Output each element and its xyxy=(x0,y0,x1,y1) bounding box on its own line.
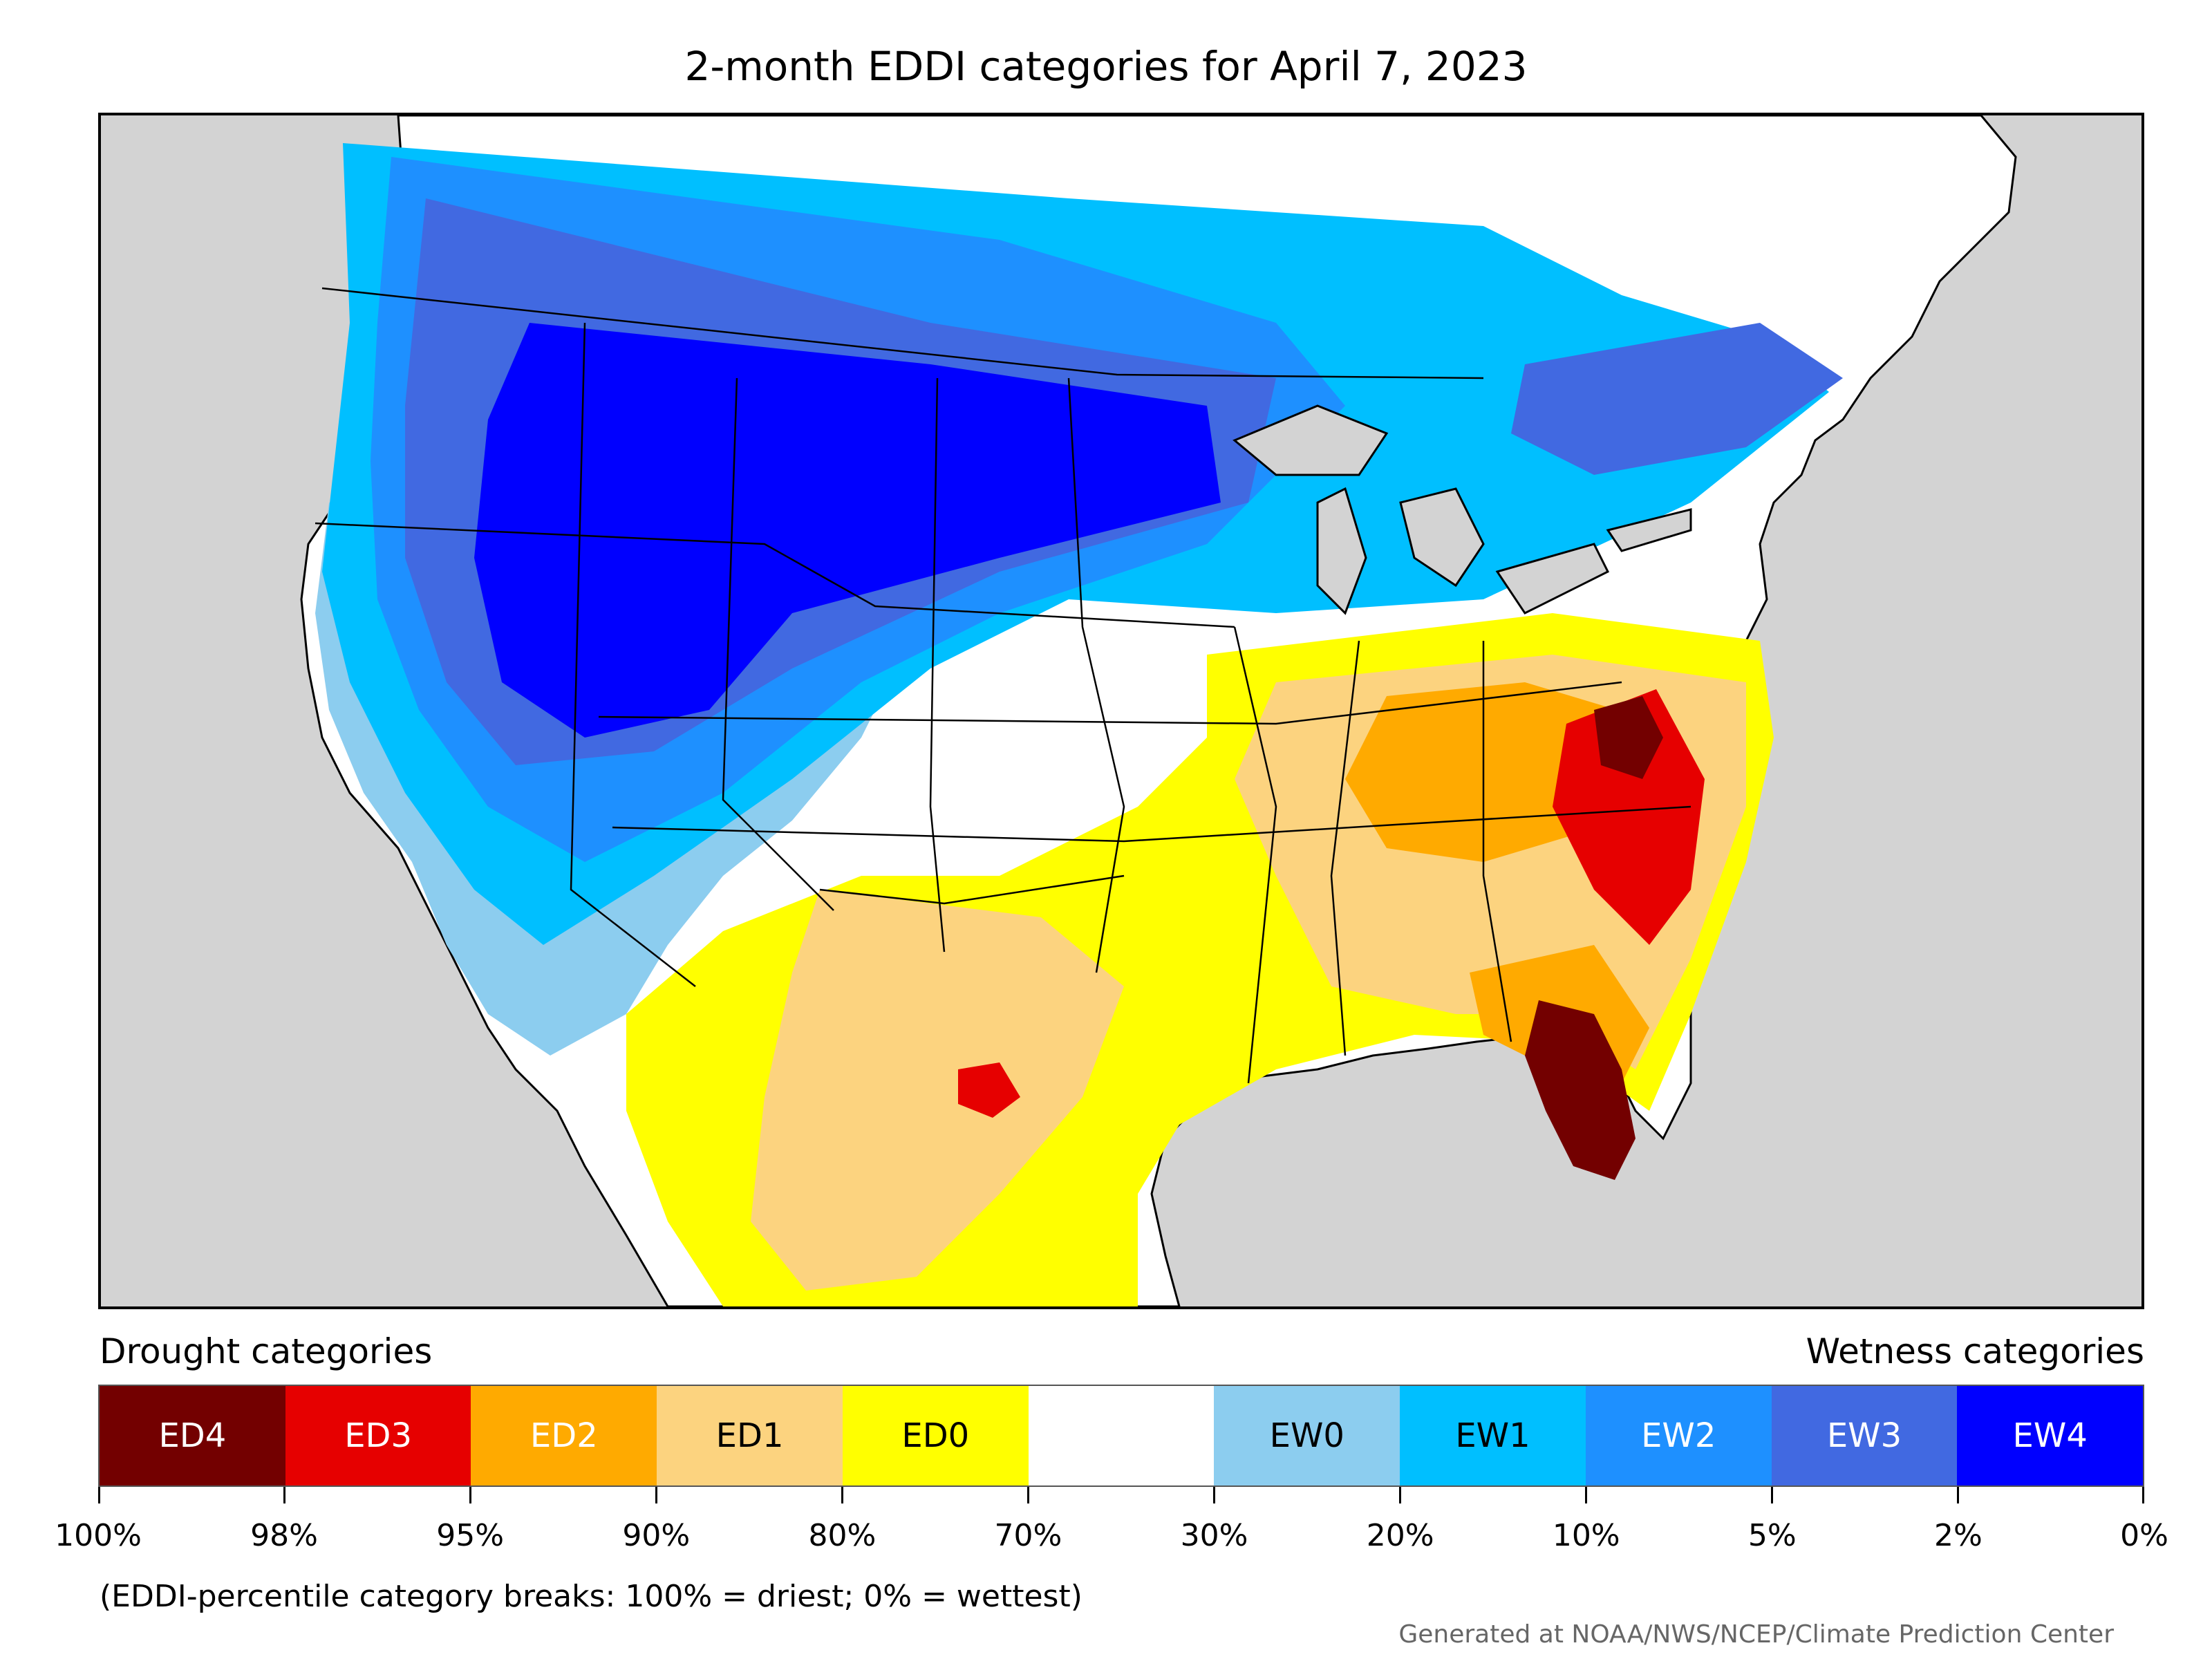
credit-line: Generated at NOAA/NWS/NCEP/Climate Predi… xyxy=(1398,1620,2114,1649)
colorbar-tick-label: 5% xyxy=(1747,1518,1797,1553)
colorbar-cell-ew2: EW2 xyxy=(1585,1386,1772,1485)
eddi-map xyxy=(98,113,2144,1309)
colorbar-tick-label: 10% xyxy=(1552,1518,1620,1553)
colorbar-cell-neutral xyxy=(1028,1386,1215,1485)
percentile-note: (EDDI-percentile category breaks: 100% =… xyxy=(100,1579,1082,1614)
colorbar-tick xyxy=(1585,1487,1588,1503)
colorbar-cell-ew3: EW3 xyxy=(1771,1386,1958,1485)
colorbar-cell-ew4: EW4 xyxy=(1957,1386,2144,1485)
colorbar-tick-label: 30% xyxy=(1180,1518,1248,1553)
colorbar-tick-label: 90% xyxy=(622,1518,691,1553)
map-title: 2-month EDDI categories for April 7, 202… xyxy=(684,43,1528,90)
colorbar-tick xyxy=(2142,1487,2144,1503)
colorbar-tick-label: 100% xyxy=(55,1518,142,1553)
colorbar-cell-ed0: ED0 xyxy=(842,1386,1029,1485)
colorbar-tick xyxy=(1957,1487,1960,1503)
wet-ew3-northeast xyxy=(1511,323,1843,475)
colorbar-cell-ed2: ED2 xyxy=(471,1386,657,1485)
colorbar-cell-ed1: ED1 xyxy=(657,1386,843,1485)
dry-ed4-virginia xyxy=(1594,696,1663,779)
colorbar-cell-ed4: ED4 xyxy=(100,1386,285,1485)
colorbar-tick xyxy=(469,1487,471,1503)
colorbar-tick-label: 98% xyxy=(250,1518,318,1553)
colorbar-tick-label: 20% xyxy=(1366,1518,1434,1553)
colorbar-tick xyxy=(283,1487,285,1503)
colorbar-tick-label: 80% xyxy=(808,1518,877,1553)
colorbar-cell-ed3: ED3 xyxy=(285,1386,471,1485)
state-borders xyxy=(315,287,1691,1084)
colorbar-tick-label: 70% xyxy=(994,1518,1062,1553)
category-colorbar: ED4 ED3 ED2 ED1 ED0 EW0 EW1 EW2 EW3 EW4 xyxy=(98,1385,2144,1487)
colorbar-tick xyxy=(1213,1487,1216,1503)
colorbar-tick xyxy=(655,1487,657,1503)
colorbar-tick-label: 95% xyxy=(436,1518,505,1553)
dry-ed3-region xyxy=(1553,689,1705,945)
colorbar-ticks xyxy=(98,1487,2144,1508)
drought-categories-heading: Drought categories xyxy=(100,1331,433,1371)
colorbar-tick xyxy=(1399,1487,1402,1503)
wet-ew4-region xyxy=(474,323,1221,738)
colorbar-tick-label: 0% xyxy=(2120,1518,2168,1553)
dry-ed1-texas xyxy=(751,890,1124,1291)
great-lakes xyxy=(1232,404,1692,615)
colorbar-cell-ew1: EW1 xyxy=(1400,1386,1586,1485)
wetness-categories-heading: Wetness categories xyxy=(1806,1331,2144,1371)
colorbar-tick xyxy=(841,1487,843,1503)
colorbar-tick xyxy=(98,1487,100,1503)
colorbar-tick-label: 2% xyxy=(1934,1518,1983,1553)
colorbar-tick xyxy=(1771,1487,1774,1503)
dry-ed3-texas xyxy=(958,1062,1020,1118)
dry-ed4-florida xyxy=(1525,1000,1635,1180)
map-canvas xyxy=(300,115,2017,1306)
colorbar-tick xyxy=(1027,1487,1029,1503)
colorbar-cell-ew0: EW0 xyxy=(1214,1386,1400,1485)
